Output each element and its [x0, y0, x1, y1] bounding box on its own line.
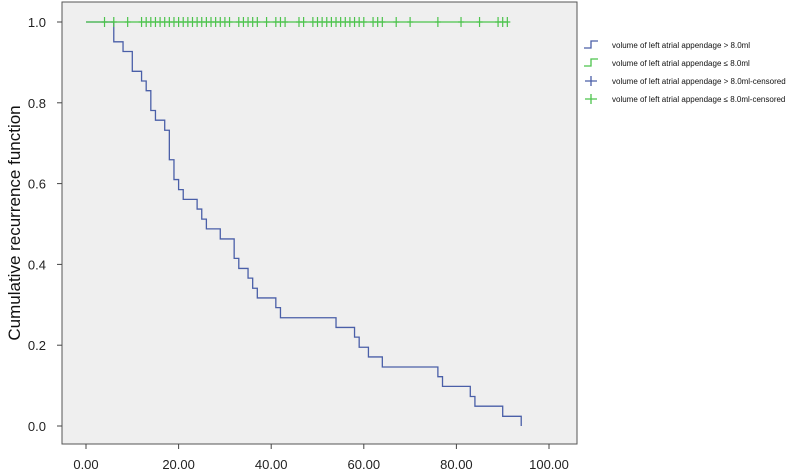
y-tick-label: 0.8	[28, 96, 46, 111]
legend-swatch	[585, 76, 597, 86]
censor-mark	[434, 17, 441, 27]
y-tick-label: 0.4	[28, 257, 46, 272]
x-tick-label: 40.00	[255, 457, 288, 472]
y-tick-label: 1.0	[28, 15, 46, 30]
censor-mark	[110, 17, 117, 27]
x-tick-label: 60.00	[348, 457, 381, 472]
legend-label: volume of left atrial appendage > 8.0ml	[612, 41, 750, 50]
censor-mark	[101, 17, 108, 27]
censor-mark	[379, 17, 386, 27]
legend-item: volume of left atrial appendage > 8.0ml	[584, 40, 750, 50]
legend: volume of left atrial appendage > 8.0ml v…	[584, 40, 786, 104]
legend-swatch	[585, 94, 597, 104]
legend-item: volume of left atrial appendage ≤ 8.0ml-…	[585, 94, 785, 104]
y-tick-label: 0.6	[28, 177, 46, 192]
y-axis-title: Cumulative recurrence function	[5, 105, 24, 340]
plot-area	[61, 1, 578, 445]
legend-item: volume of left atrial appendage ≤ 8.0ml	[584, 58, 750, 68]
legend-item: volume of left atrial appendage > 8.0ml-…	[585, 76, 786, 86]
censor-mark	[407, 17, 414, 27]
censor-mark	[458, 17, 465, 27]
series-line-0	[86, 21, 522, 426]
censor-mark	[393, 17, 400, 27]
censor-mark	[282, 17, 289, 27]
legend-swatch	[584, 40, 598, 49]
x-tick-label: 20.00	[162, 457, 195, 472]
legend-swatch	[584, 58, 598, 67]
censor-mark	[360, 17, 367, 27]
censor-mark	[504, 17, 511, 27]
legend-label: volume of left atrial appendage ≤ 8.0ml-…	[612, 95, 785, 104]
y-tick-label: 0.2	[28, 338, 46, 353]
censor-marks	[101, 17, 511, 27]
censor-mark	[124, 17, 131, 27]
censor-mark	[226, 17, 233, 27]
censor-mark	[300, 17, 307, 27]
x-tick-label: 80.00	[440, 457, 473, 472]
censor-mark	[263, 17, 270, 27]
x-tick-label: 100.00	[529, 457, 569, 472]
legend-label: volume of left atrial appendage ≤ 8.0ml	[612, 59, 750, 68]
axis-ticks: 0.00 20.00 40.00 60.00 80.00 100.00 0.0 0.2 0.4 0…	[28, 15, 569, 472]
censor-mark	[254, 17, 261, 27]
y-tick-label: 0.0	[28, 419, 46, 434]
censor-mark	[476, 17, 483, 27]
x-tick-label: 0.00	[73, 457, 98, 472]
legend-label: volume of left atrial appendage > 8.0ml-…	[612, 77, 786, 86]
